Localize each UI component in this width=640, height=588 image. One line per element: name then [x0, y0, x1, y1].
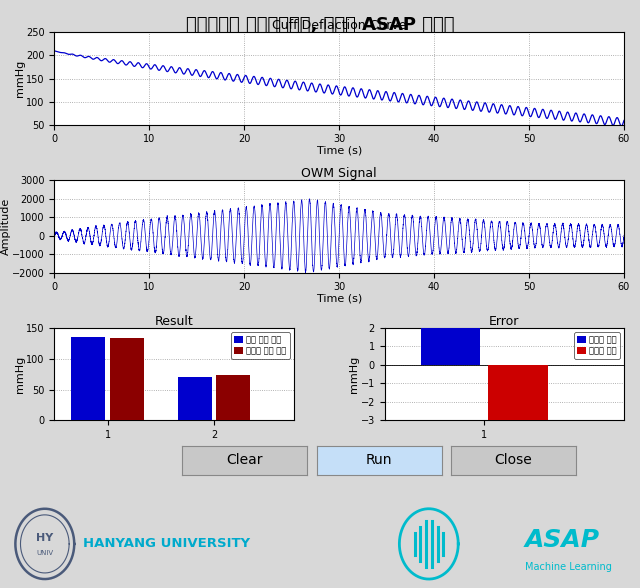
Title: Result: Result — [155, 315, 193, 328]
Y-axis label: Amplitude: Amplitude — [1, 198, 10, 255]
Title: Cuff Deflaction Curve: Cuff Deflaction Curve — [272, 19, 406, 32]
Bar — [109, 339, 144, 420]
Text: ASAP: ASAP — [525, 528, 600, 552]
Title: OWM Signal: OWM Signal — [301, 167, 377, 180]
Text: HANYANG UNIVERSITY: HANYANG UNIVERSITY — [83, 537, 250, 550]
Legend: 실제 측정 혁압, 딥러닝 측정 혁압: 실제 측정 혁압, 딥러닝 측정 혁압 — [231, 332, 289, 359]
X-axis label: Time (s): Time (s) — [317, 293, 362, 303]
Bar — [488, 365, 548, 420]
X-axis label: Time (s): Time (s) — [317, 146, 362, 156]
Text: 딥러닝기반 혈압측정기술, 한양대 ASAP 연구실: 딥러닝기반 혈압측정기술, 한양대 ASAP 연구실 — [186, 16, 454, 35]
Text: Close: Close — [495, 453, 532, 467]
Bar — [216, 375, 250, 420]
Bar — [178, 377, 212, 420]
Y-axis label: mmHg: mmHg — [15, 356, 25, 393]
Y-axis label: mmHg: mmHg — [15, 60, 25, 97]
Legend: 수쳕기 혁압, 이완기 혁압: 수쳕기 혁압, 이완기 혁압 — [574, 332, 620, 359]
Text: UNIV: UNIV — [36, 550, 53, 556]
Title: Error: Error — [489, 315, 520, 328]
Text: HY: HY — [36, 533, 53, 543]
Text: Machine Learning: Machine Learning — [525, 562, 612, 573]
Text: Run: Run — [366, 453, 392, 467]
Y-axis label: mmHg: mmHg — [349, 356, 359, 393]
Bar — [72, 338, 106, 420]
Bar — [420, 328, 481, 365]
Text: Clear: Clear — [227, 453, 263, 467]
